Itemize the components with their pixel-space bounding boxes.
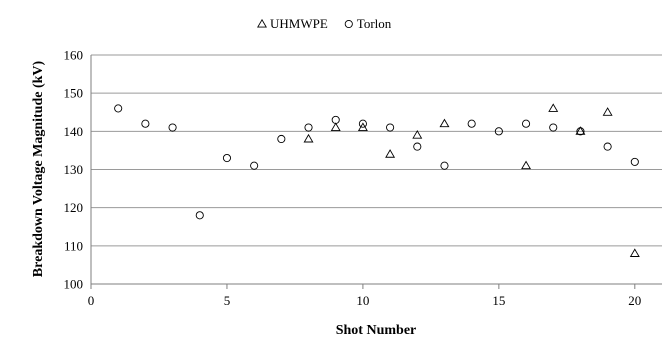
torlon-point	[168, 123, 177, 132]
uhmwpe-point	[439, 118, 450, 128]
torlon-point	[494, 127, 503, 136]
uhmwpe-point	[521, 160, 532, 170]
torlon-point	[304, 123, 313, 132]
x-axis-title: Shot Number	[336, 323, 417, 338]
uhmwpe-point	[575, 126, 586, 135]
torlon-point	[521, 119, 531, 128]
torlon-point	[603, 142, 612, 151]
y-tick-label: 110	[64, 238, 83, 253]
torlon-point	[467, 119, 476, 128]
uhmwpe-point	[548, 103, 559, 112]
legend: UHMWPE Torlon	[257, 16, 392, 31]
torlon-point	[195, 211, 204, 220]
torlon-point	[386, 123, 395, 132]
x-tick-label: 10	[356, 293, 369, 308]
uhmwpe-point	[412, 130, 423, 139]
tick-labels: 100 110 120 130 140 150 160 0 5 10 15 20	[64, 48, 642, 309]
uhmwpe-point	[303, 133, 314, 143]
grid-lines	[91, 54, 662, 285]
torlon-point	[277, 134, 286, 144]
y-tick-label: 150	[64, 86, 84, 101]
uhmwpe-point	[385, 149, 396, 158]
torlon-point	[413, 142, 422, 151]
x-tick-label: 0	[88, 293, 95, 308]
y-tick-label: 130	[64, 162, 84, 177]
y-tick-label: 140	[64, 124, 84, 139]
torlon-point	[358, 119, 367, 128]
torlon-point	[576, 127, 585, 136]
y-tick-label: 120	[64, 200, 84, 215]
uhmwpe-point	[629, 248, 640, 257]
x-tick-label: 20	[628, 293, 641, 308]
x-tick-label: 15	[492, 293, 505, 308]
y-axis-title: Breakdown Voltage Magnitude (kV)	[31, 60, 46, 277]
y-tick-label: 160	[64, 48, 84, 63]
uhmwpe-point	[330, 122, 341, 131]
y-tick-label: 100	[64, 277, 84, 292]
torlon-point	[141, 119, 150, 128]
torlon-point	[250, 161, 259, 170]
torlon-point	[331, 115, 340, 124]
legend-torlon-label: Torlon	[357, 16, 392, 31]
torlon-point	[630, 157, 639, 166]
data-markers	[114, 103, 640, 257]
x-tick-label: 5	[224, 293, 231, 308]
torlon-point	[440, 161, 449, 170]
legend-uhmwpe-label: UHMWPE	[270, 16, 328, 31]
legend-torlon-marker	[344, 19, 353, 29]
axes	[90, 55, 662, 289]
torlon-point	[549, 123, 558, 132]
torlon-point	[222, 153, 232, 163]
legend-uhmwpe-marker	[257, 18, 267, 28]
torlon-point	[114, 104, 123, 113]
uhmwpe-point	[602, 107, 613, 116]
